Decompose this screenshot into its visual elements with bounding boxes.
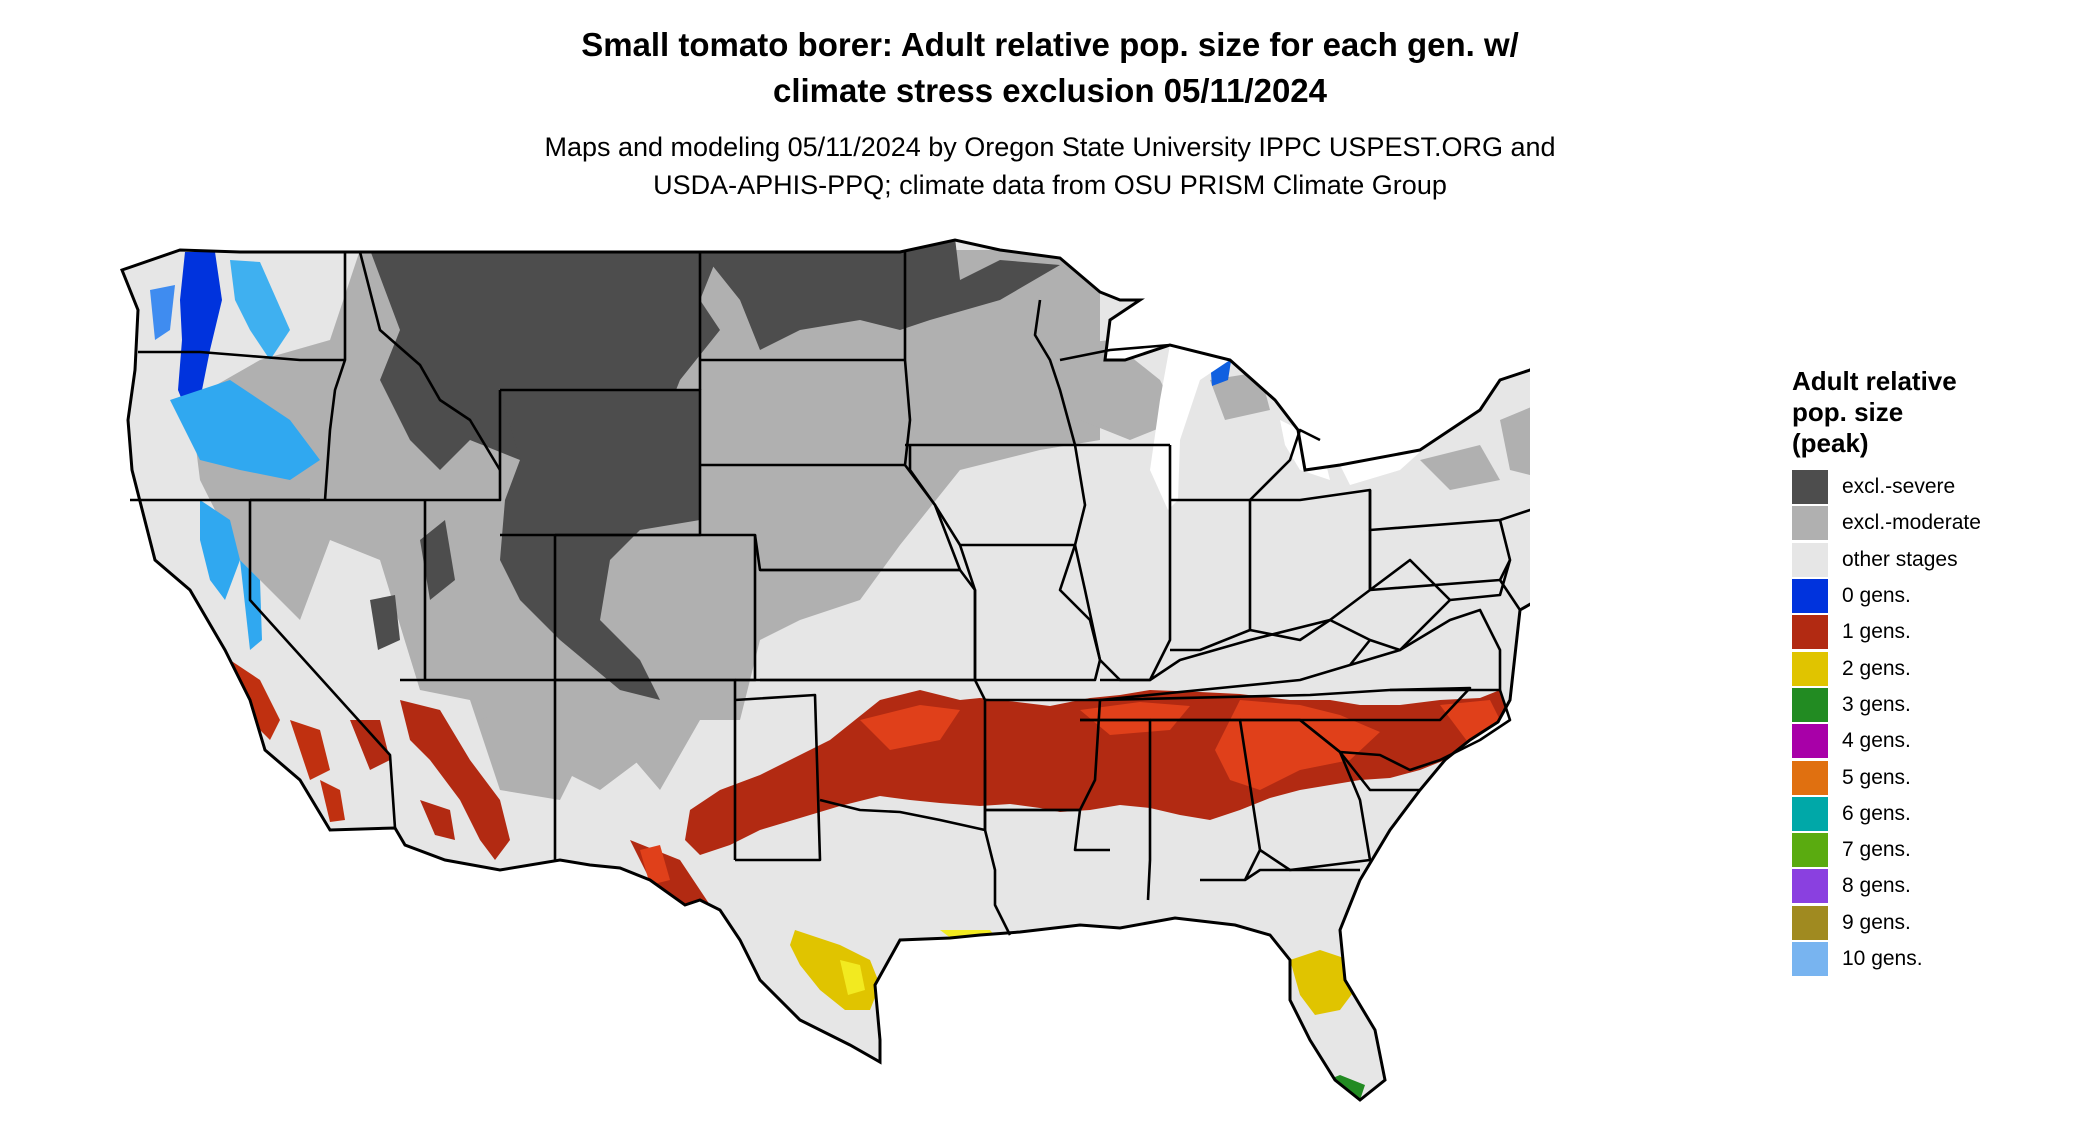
legend-swatch [1792, 796, 1828, 831]
legend-swatch [1792, 506, 1828, 541]
legend-item-2-gens: 2 gens. [1792, 650, 2092, 686]
legend-title-line-1: Adult relative [1792, 366, 1957, 396]
us-map [120, 238, 1530, 1102]
map-subtitle: Maps and modeling 05/11/2024 by Oregon S… [300, 128, 1800, 204]
legend-item-1-gens: 1 gens. [1792, 614, 2092, 650]
legend-item-7-gens: 7 gens. [1792, 832, 2092, 868]
legend-label: 0 gens. [1842, 584, 1911, 608]
legend-swatch [1792, 542, 1828, 577]
legend-item-5-gens: 5 gens. [1792, 759, 2092, 795]
legend-label: 3 gens. [1842, 692, 1911, 716]
legend-label: other stages [1842, 547, 1958, 571]
legend-label: 4 gens. [1842, 729, 1911, 753]
title-line-2: climate stress exclusion 05/11/2024 [772, 72, 1328, 109]
legend-item-other-stages: other stages [1792, 542, 2092, 578]
legend-swatch [1792, 579, 1828, 614]
legend-swatch [1792, 470, 1828, 505]
legend-label: 6 gens. [1842, 801, 1911, 825]
legend-item-6-gens: 6 gens. [1792, 796, 2092, 832]
legend-title: Adult relative pop. size (peak) [1792, 366, 2092, 459]
legend-label: 2 gens. [1842, 656, 1911, 680]
legend-label: 10 gens. [1842, 947, 1923, 970]
subtitle-line-2: USDA-APHIS-PPQ; climate data from OSU PR… [653, 170, 1447, 200]
legend-label: 7 gens. [1842, 838, 1911, 862]
legend-swatch [1792, 833, 1828, 868]
legend-item-4-gens: 4 gens. [1792, 723, 2092, 759]
legend-swatch [1792, 869, 1828, 904]
legend-label: 5 gens. [1842, 765, 1911, 789]
legend-swatch [1792, 724, 1828, 759]
legend-item-excl-severe: excl.-severe [1792, 469, 2092, 505]
legend: Adult relative pop. size (peak) excl.-se… [1792, 366, 2092, 977]
legend-item-10-gens: 10 gens. [1792, 941, 2092, 977]
legend-swatch [1792, 942, 1828, 976]
legend-label: excl.-severe [1842, 475, 1956, 499]
legend-label: 8 gens. [1842, 874, 1911, 898]
legend-items: excl.-severe excl.-moderate other stages… [1792, 469, 2092, 977]
legend-item-excl-moderate: excl.-moderate [1792, 505, 2092, 541]
title-line-1: Small tomato borer: Adult relative pop. … [581, 26, 1519, 63]
legend-label: 9 gens. [1842, 910, 1911, 934]
legend-title-line-2: pop. size [1792, 397, 1904, 427]
legend-swatch [1792, 760, 1828, 795]
legend-item-9-gens: 9 gens. [1792, 905, 2092, 941]
subtitle-line-1: Maps and modeling 05/11/2024 by Oregon S… [544, 132, 1556, 162]
legend-title-line-3: (peak) [1792, 428, 1869, 458]
map-title: Small tomato borer: Adult relative pop. … [300, 22, 1800, 114]
legend-swatch [1792, 905, 1828, 940]
legend-swatch [1792, 651, 1828, 686]
legend-item-3-gens: 3 gens. [1792, 687, 2092, 723]
legend-item-0-gens: 0 gens. [1792, 578, 2092, 614]
legend-item-8-gens: 8 gens. [1792, 868, 2092, 904]
legend-swatch [1792, 615, 1828, 650]
legend-label: excl.-moderate [1842, 511, 1981, 535]
legend-swatch [1792, 687, 1828, 722]
legend-label: 1 gens. [1842, 620, 1911, 644]
